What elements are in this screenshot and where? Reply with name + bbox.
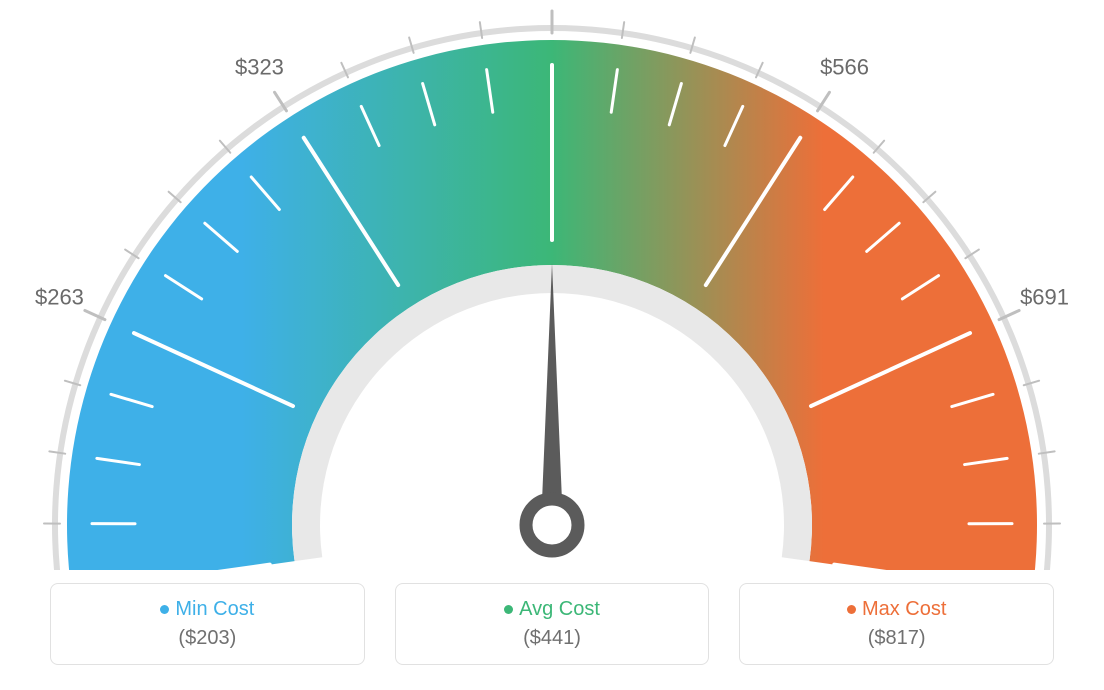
svg-text:$263: $263	[35, 285, 84, 310]
dot-icon	[504, 605, 513, 614]
svg-text:$691: $691	[1020, 285, 1069, 310]
svg-text:$566: $566	[820, 55, 869, 80]
legend-max-value: ($817)	[750, 627, 1043, 650]
legend-card-avg: Avg Cost ($441)	[395, 583, 710, 665]
legend-row: Min Cost ($203) Avg Cost ($441) Max Cost…	[50, 583, 1054, 665]
dot-icon	[847, 605, 856, 614]
legend-avg-label: Avg Cost	[519, 598, 600, 620]
gauge-chart: $203$263$323$441$566$691$817	[0, 0, 1104, 570]
legend-card-min: Min Cost ($203)	[50, 583, 365, 665]
legend-max-title: Max Cost	[750, 598, 1043, 621]
legend-avg-title: Avg Cost	[406, 598, 699, 621]
dot-icon	[160, 605, 169, 614]
svg-text:$323: $323	[235, 55, 284, 80]
legend-min-title: Min Cost	[61, 598, 354, 621]
legend-min-value: ($203)	[61, 627, 354, 650]
legend-max-label: Max Cost	[862, 598, 946, 620]
legend-avg-value: ($441)	[406, 627, 699, 650]
legend-card-max: Max Cost ($817)	[739, 583, 1054, 665]
legend-min-label: Min Cost	[175, 598, 254, 620]
cost-gauge-container: $203$263$323$441$566$691$817 Min Cost ($…	[0, 0, 1104, 690]
